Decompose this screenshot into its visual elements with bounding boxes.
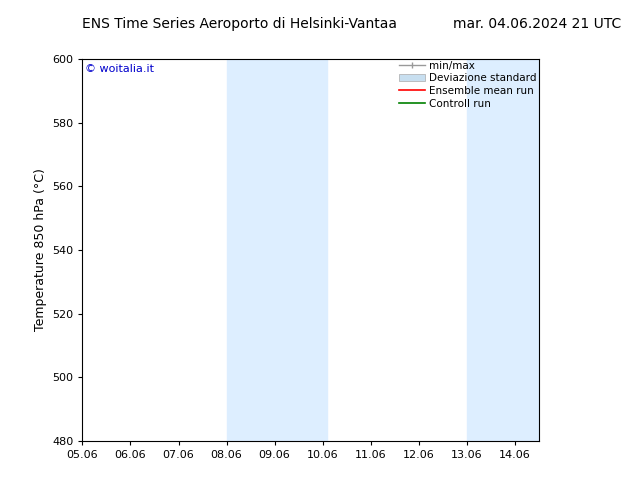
Text: ENS Time Series Aeroporto di Helsinki-Vantaa: ENS Time Series Aeroporto di Helsinki-Va… [82,17,398,31]
Text: mar. 04.06.2024 21 UTC: mar. 04.06.2024 21 UTC [453,17,621,31]
Bar [226,59,328,441]
Y-axis label: Temperature 850 hPa (°C): Temperature 850 hPa (°C) [34,169,46,331]
Legend: min/max, Deviazione standard, Ensemble mean run, Controll run: min/max, Deviazione standard, Ensemble m… [397,59,539,111]
Bar [467,59,539,441]
Text: © woitalia.it: © woitalia.it [85,64,154,74]
